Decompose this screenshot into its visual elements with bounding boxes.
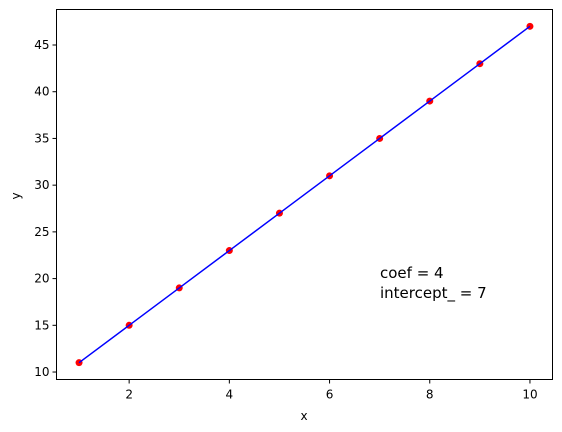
x-tick-label: 6 [326, 388, 334, 402]
y-tick-label: 35 [34, 131, 49, 145]
y-tick-label: 40 [34, 85, 49, 99]
x-tick-label: 4 [226, 388, 234, 402]
y-tick-label: 45 [34, 38, 49, 52]
y-axis-label: y [9, 192, 23, 199]
plot-frame [56, 9, 553, 380]
x-tick-label: 10 [522, 388, 537, 402]
annotation: intercept_ = 7 [380, 284, 487, 303]
y-tick-label: 20 [34, 272, 49, 286]
x-axis-label: x [300, 409, 307, 423]
annotation: coef = 4 [380, 264, 444, 282]
y-tick-label: 10 [34, 365, 49, 379]
y-tick-label: 25 [34, 225, 49, 239]
x-tick-label: 8 [426, 388, 434, 402]
line [78, 25, 531, 364]
y-tick-label: 15 [34, 318, 49, 332]
x-tick-label: 2 [125, 388, 133, 402]
y-tick-label: 30 [34, 178, 49, 192]
